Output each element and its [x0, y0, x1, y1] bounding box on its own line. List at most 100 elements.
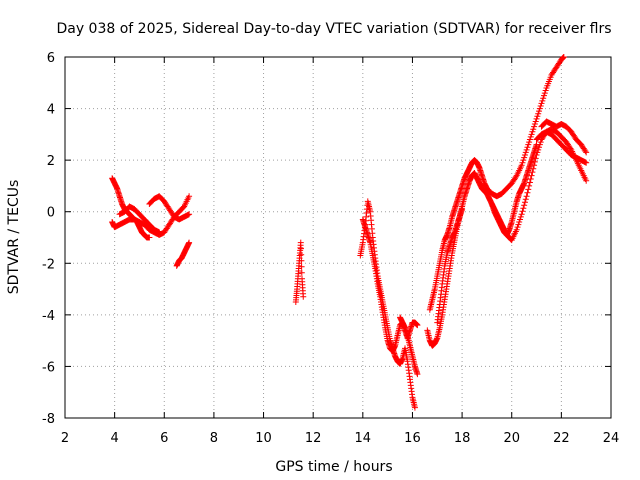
x-tick-label: 6: [160, 431, 168, 446]
data-point: [530, 126, 537, 133]
data-point: [517, 213, 524, 220]
data-point: [525, 141, 532, 148]
data-point: [522, 196, 529, 203]
y-axis-label: SDTVAR / TECUs: [6, 180, 22, 295]
data-point: [582, 148, 589, 155]
data-point: [521, 154, 528, 161]
data-point: [414, 371, 421, 378]
data-point: [521, 151, 528, 158]
data-point: [526, 182, 533, 189]
axis-ticks: [64, 56, 612, 419]
data-point: [186, 211, 193, 218]
data-point: [514, 224, 521, 231]
data-point: [146, 234, 153, 241]
data-point: [519, 159, 526, 166]
x-tick-label: 18: [454, 431, 471, 446]
data-point: [560, 54, 567, 60]
data-point: [156, 229, 163, 236]
y-tick-label: -6: [42, 360, 55, 375]
data-point: [535, 110, 542, 117]
data-point: [298, 269, 305, 276]
x-tick-label: 10: [255, 431, 272, 446]
x-tick-label: 16: [404, 431, 421, 446]
data-point: [537, 102, 544, 109]
data-point: [583, 177, 590, 184]
x-tick-label: 20: [503, 431, 520, 446]
data-point: [298, 257, 305, 264]
data-point: [531, 123, 538, 130]
data-point: [529, 128, 536, 135]
data-point: [534, 113, 541, 120]
data-point: [583, 149, 590, 156]
data-point: [515, 221, 522, 228]
x-tick-label: 2: [61, 431, 69, 446]
data-point: [186, 193, 193, 200]
data-point: [537, 139, 544, 146]
plot-frame: [64, 56, 612, 419]
x-tick-label: 4: [110, 431, 118, 446]
data-point: [542, 87, 549, 94]
x-tick-label: 8: [210, 431, 218, 446]
x-axis-label: GPS time / hours: [275, 459, 392, 475]
y-tick-labels: -8 -6 -4 -2 0 2 4 6: [42, 51, 55, 427]
y-tick-label: -8: [42, 412, 55, 427]
x-tick-labels: 2 4 6 8 10 12 14 16 18 20 22 24: [61, 431, 619, 446]
data-point: [298, 251, 305, 258]
data-point: [520, 205, 527, 212]
data-point: [533, 115, 540, 122]
x-tick-label: 22: [553, 431, 570, 446]
chart-title: Day 038 of 2025, Sidereal Day-to-day VTE…: [56, 21, 611, 37]
data-point: [414, 322, 421, 329]
x-tick-label: 24: [603, 431, 620, 446]
data-point: [522, 149, 529, 156]
data-point: [297, 239, 304, 246]
y-tick-label: -2: [42, 257, 55, 272]
data-point: [536, 108, 543, 115]
data-point: [527, 176, 534, 183]
x-tick-label: 12: [305, 431, 322, 446]
y-tick-label: -4: [42, 309, 55, 324]
data-point: [298, 263, 305, 270]
data-point: [513, 226, 520, 233]
data-point: [521, 202, 528, 209]
data-point: [524, 189, 531, 196]
data-point: [527, 133, 534, 140]
y-tick-label: 6: [47, 51, 55, 66]
data-point: [540, 92, 547, 99]
y-tick-label: 2: [47, 154, 55, 169]
data-point: [516, 219, 523, 226]
data-point: [526, 136, 533, 143]
data-point: [528, 131, 535, 138]
data-point: [525, 186, 532, 193]
data-point: [512, 173, 519, 180]
data-point: [526, 179, 533, 186]
data-point: [297, 245, 304, 252]
data-point: [533, 141, 540, 148]
y-tick-label: 0: [47, 206, 55, 221]
data-point: [536, 105, 543, 112]
data-point: [186, 239, 193, 246]
data-point: [541, 90, 548, 97]
data-point: [300, 293, 307, 300]
x-tick-label: 14: [355, 431, 372, 446]
data-points: [109, 54, 590, 411]
data-point: [518, 211, 525, 218]
data-point: [524, 144, 531, 151]
data-point: [538, 100, 545, 107]
y-tick-label: 4: [47, 103, 55, 118]
data-point: [523, 146, 530, 153]
data-point: [459, 206, 466, 213]
data-point: [539, 97, 546, 104]
data-point: [532, 118, 539, 125]
data-point: [521, 199, 528, 206]
data-point: [517, 216, 523, 223]
data-point: [540, 95, 547, 102]
data-point: [411, 404, 418, 411]
data-point: [583, 159, 590, 166]
data-point: [523, 193, 530, 200]
data-point: [526, 139, 533, 146]
data-point: [531, 121, 538, 128]
data-point: [520, 157, 527, 164]
